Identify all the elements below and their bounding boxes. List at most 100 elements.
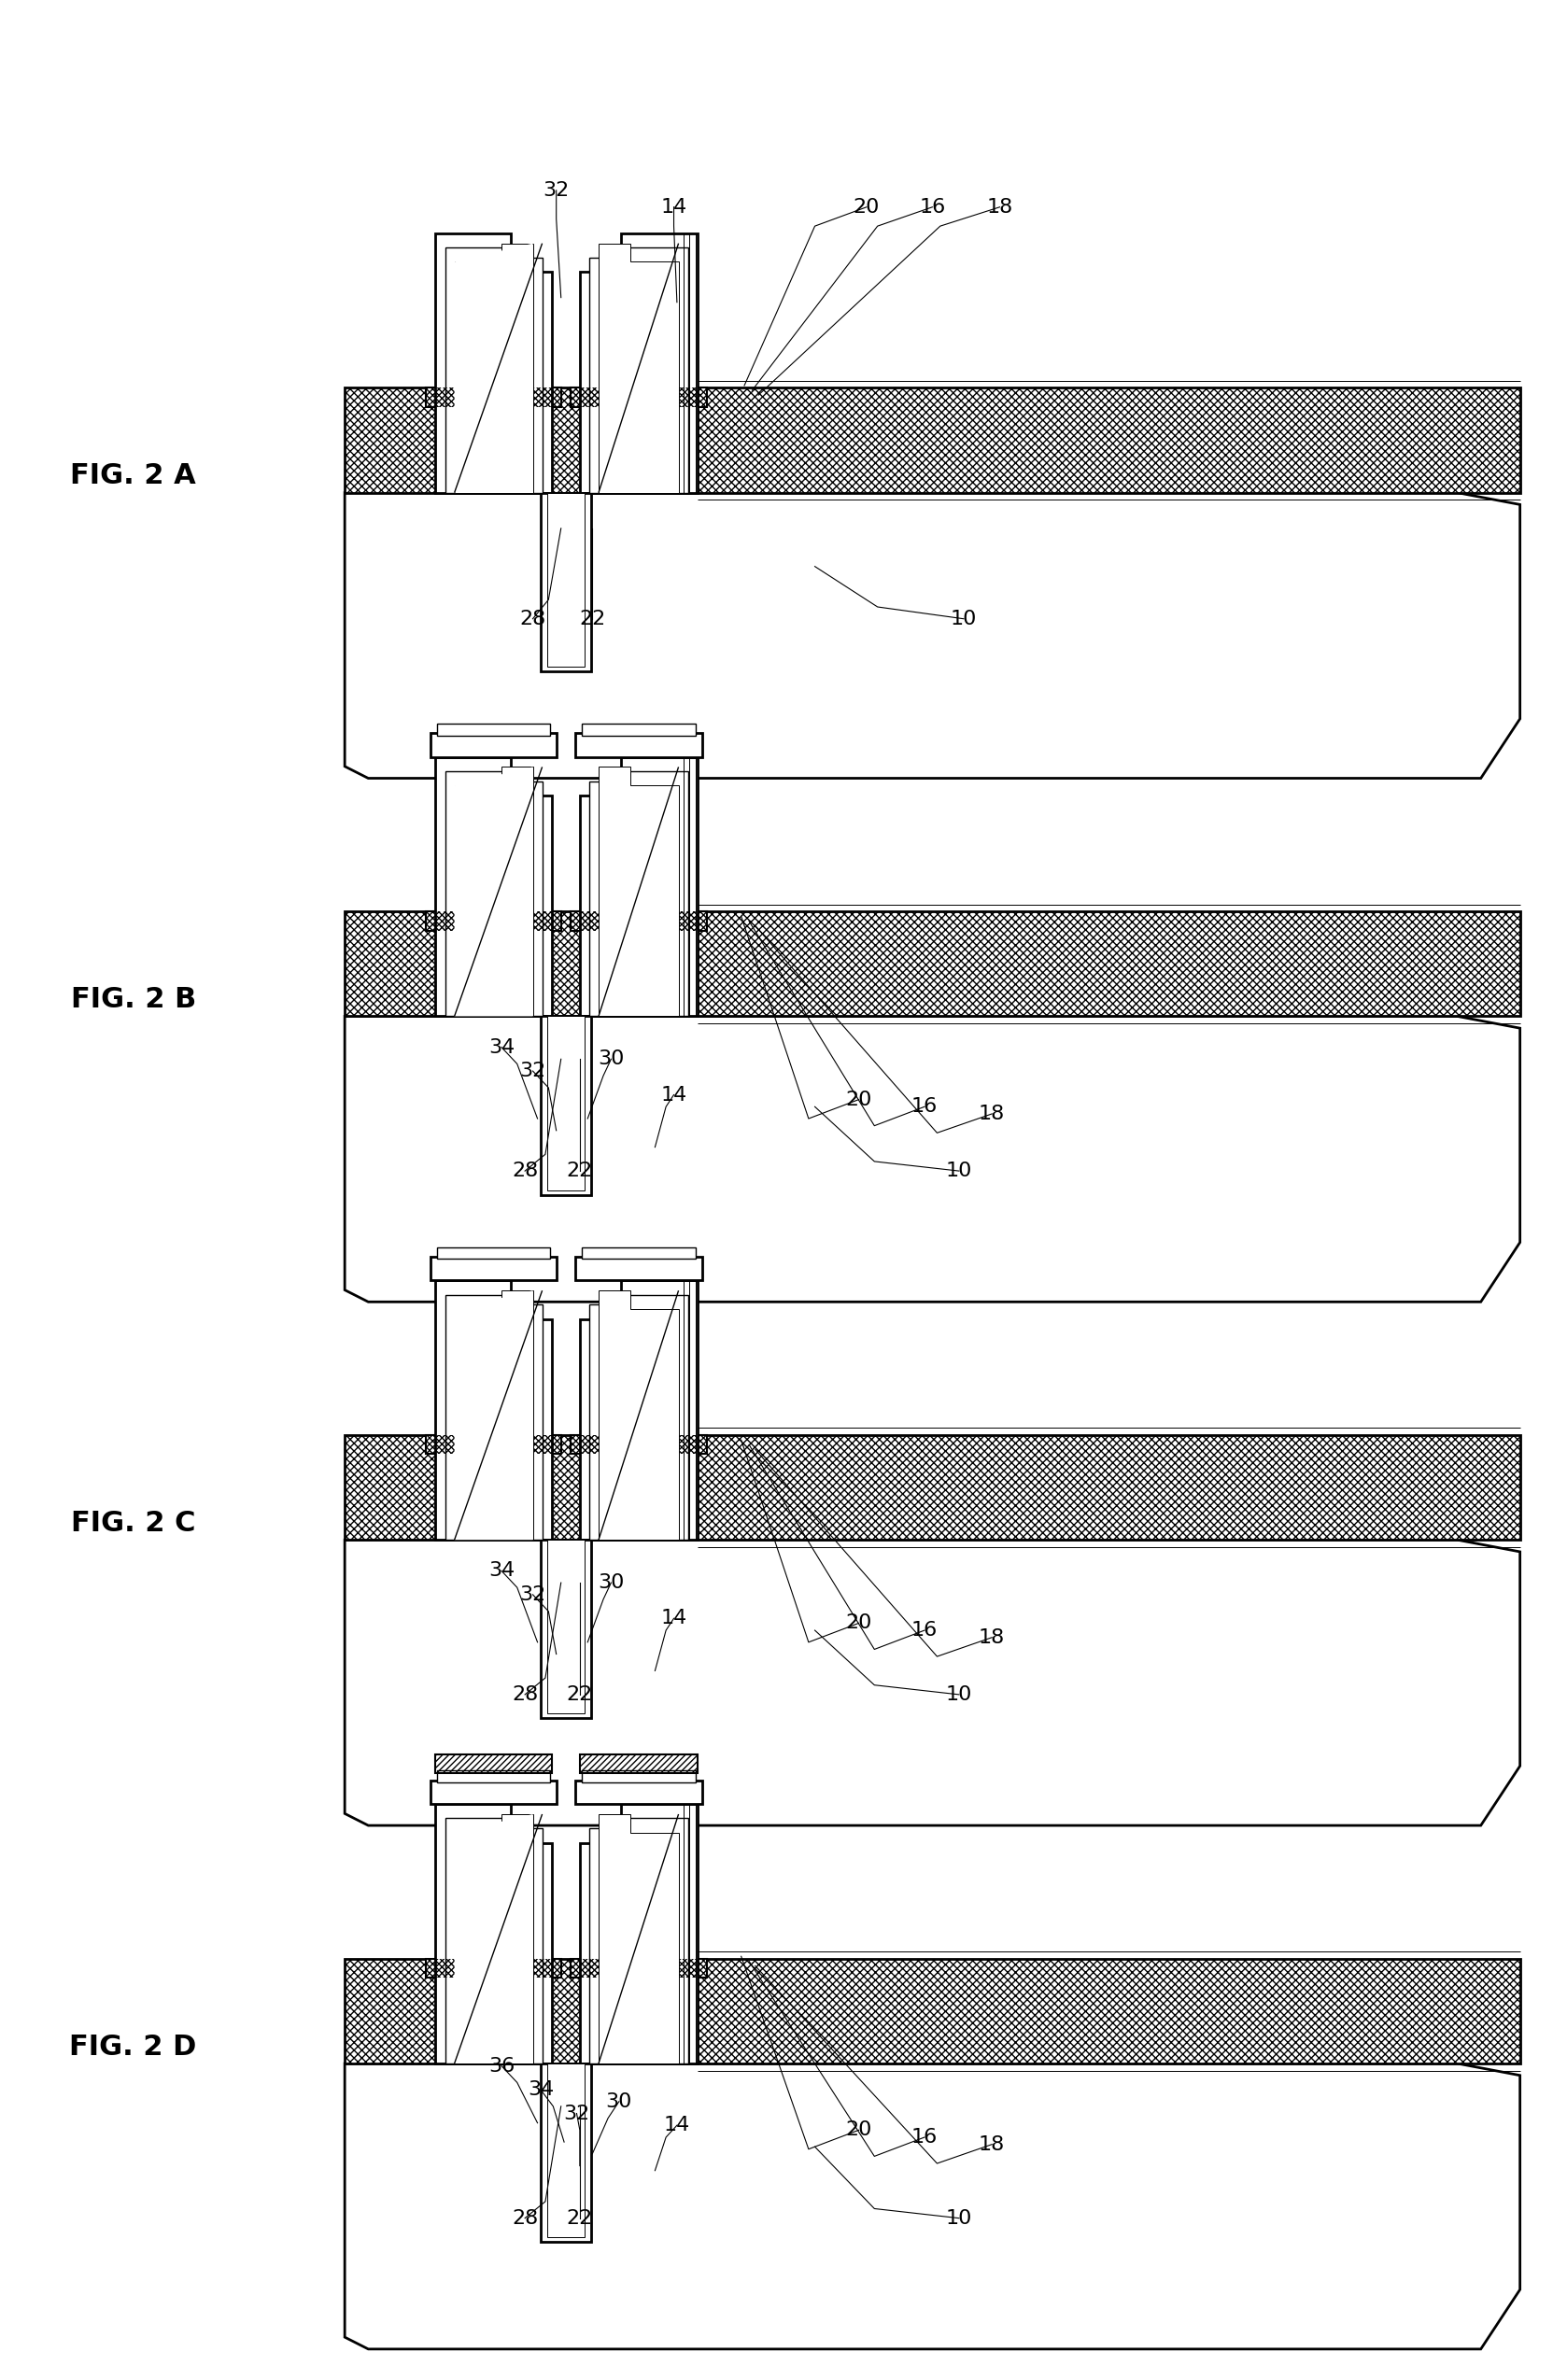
Text: 30: 30 [606, 2092, 632, 2111]
Text: 18: 18 [979, 1104, 1004, 1123]
Bar [431, 1780, 556, 1804]
Bar [345, 912, 1520, 1016]
Bar [437, 1771, 550, 1783]
Polygon shape [445, 771, 542, 1016]
Bar [575, 1780, 702, 1804]
Text: 16: 16 [912, 1621, 937, 1640]
Text: FIG. 2 A: FIG. 2 A [71, 462, 196, 490]
Polygon shape [580, 1804, 697, 2063]
Bar [426, 1959, 561, 1978]
Text: 28: 28 [520, 609, 545, 628]
Bar [580, 1754, 697, 1773]
Bar [581, 1247, 696, 1259]
Bar [426, 1435, 561, 1454]
Bar [575, 733, 702, 757]
Polygon shape [436, 1280, 552, 1540]
Bar [581, 1771, 696, 1783]
Bar [580, 1754, 697, 1773]
Text: 14: 14 [661, 198, 686, 217]
Text: 18: 18 [987, 198, 1012, 217]
Text: 20: 20 [846, 1614, 871, 1633]
Bar [541, 493, 591, 671]
Bar [547, 1540, 584, 1714]
Polygon shape [454, 243, 533, 493]
Text: FIG. 2 C: FIG. 2 C [71, 1509, 196, 1537]
Bar [437, 724, 550, 735]
Polygon shape [599, 766, 679, 1016]
Polygon shape [599, 1814, 679, 2063]
Text: 32: 32 [564, 2104, 589, 2123]
Text: 28: 28 [512, 1161, 537, 1180]
Polygon shape [454, 1290, 533, 1540]
Bar [426, 912, 561, 931]
Text: 18: 18 [979, 2135, 1004, 2154]
Bar [426, 1435, 561, 1454]
Polygon shape [454, 1814, 533, 2063]
Text: 10: 10 [946, 1161, 972, 1180]
Polygon shape [589, 771, 688, 1016]
Bar [426, 388, 561, 407]
Polygon shape [580, 1280, 697, 1540]
Polygon shape [454, 243, 533, 493]
Bar [570, 912, 707, 931]
Bar [345, 1959, 1520, 2063]
Text: 22: 22 [567, 2209, 592, 2228]
Bar [426, 1435, 561, 1454]
Bar [570, 1959, 707, 1978]
Bar [570, 388, 707, 407]
Polygon shape [454, 1814, 533, 2063]
Bar [345, 388, 1520, 493]
Text: 14: 14 [661, 1085, 686, 1104]
Bar [541, 1016, 591, 1195]
Text: 22: 22 [567, 1685, 592, 1704]
Text: 14: 14 [661, 1609, 686, 1628]
Polygon shape [345, 1016, 1520, 1302]
Text: 16: 16 [912, 1097, 937, 1116]
Text: 34: 34 [489, 1038, 514, 1057]
Bar [345, 1959, 1520, 2063]
Bar [426, 388, 561, 407]
Text: 10: 10 [951, 609, 976, 628]
Text: 36: 36 [489, 2056, 514, 2075]
Bar [570, 1435, 707, 1454]
Text: 22: 22 [580, 609, 605, 628]
Text: 20: 20 [854, 198, 879, 217]
Text: FIG. 2 D: FIG. 2 D [69, 2033, 197, 2061]
Bar [431, 733, 556, 757]
Text: 28: 28 [512, 2209, 537, 2228]
Polygon shape [580, 757, 697, 1016]
Polygon shape [345, 1540, 1520, 1825]
Polygon shape [454, 766, 533, 1016]
Bar [547, 1016, 584, 1190]
Bar [570, 1435, 707, 1454]
Bar [436, 1754, 552, 1773]
Text: 30: 30 [599, 1050, 624, 1069]
Text: 30: 30 [599, 1573, 624, 1592]
Polygon shape [445, 248, 542, 493]
Bar [547, 493, 584, 666]
Bar [575, 1257, 702, 1280]
Polygon shape [445, 1818, 542, 2063]
Polygon shape [436, 1804, 552, 2063]
Polygon shape [345, 2063, 1520, 2349]
Bar [547, 2063, 584, 2237]
Polygon shape [589, 248, 688, 493]
Text: FIG. 2 B: FIG. 2 B [71, 985, 196, 1014]
Bar [436, 1754, 552, 1773]
Polygon shape [454, 766, 533, 1016]
Bar [345, 1435, 1520, 1540]
Bar [570, 1959, 707, 1978]
Text: 20: 20 [846, 2121, 871, 2140]
Bar [426, 1959, 561, 1978]
Polygon shape [345, 493, 1520, 778]
Polygon shape [589, 1818, 688, 2063]
Bar [426, 388, 561, 407]
Text: 34: 34 [489, 1561, 514, 1580]
Polygon shape [454, 1290, 533, 1540]
Text: 18: 18 [979, 1628, 1004, 1647]
Text: 10: 10 [946, 1685, 972, 1704]
Bar [437, 1247, 550, 1259]
Bar [570, 1959, 707, 1978]
Bar [570, 912, 707, 931]
Bar [431, 1257, 556, 1280]
